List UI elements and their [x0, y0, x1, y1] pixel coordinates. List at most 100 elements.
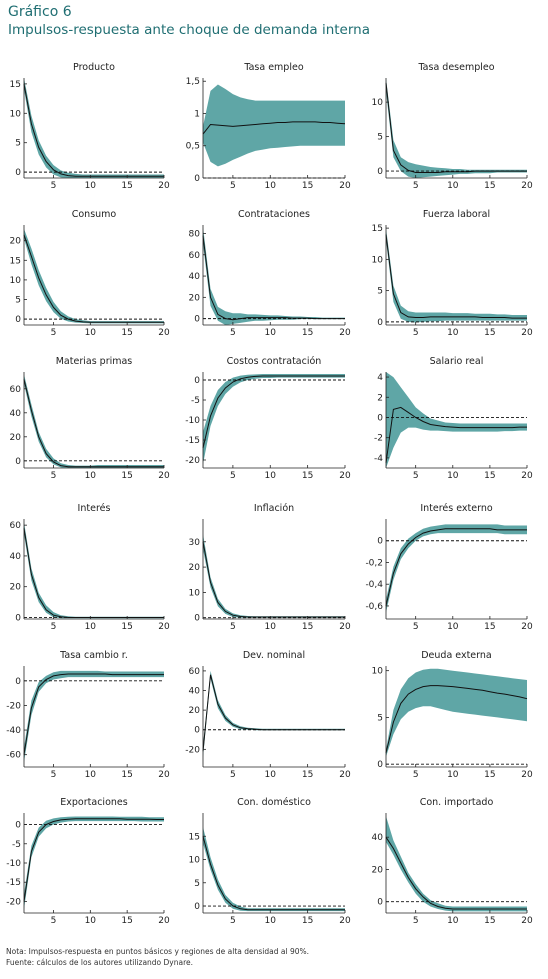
- x-tick-label: 5: [413, 471, 419, 481]
- y-tick-label: 5: [15, 139, 21, 149]
- panel-title: Dev. nominal: [243, 650, 305, 661]
- panel-title: Fuerza laboral: [423, 209, 490, 220]
- x-tick-label: 5: [230, 328, 236, 338]
- x-tick-label: 10: [265, 770, 277, 780]
- density-band: [386, 668, 527, 757]
- y-tick-label: 5: [194, 879, 200, 889]
- response-line: [202, 235, 345, 321]
- x-tick-label: 5: [230, 622, 236, 632]
- x-tick-label: 20: [339, 181, 351, 191]
- response-line: [202, 375, 345, 449]
- panel-11: Inflación 5 10 15 20 0 10 20 30: [189, 503, 351, 632]
- density-band: [24, 670, 164, 763]
- y-tick-label: 0: [194, 614, 200, 624]
- x-tick-label: 5: [413, 916, 419, 926]
- y-tick-label: 10: [372, 667, 384, 677]
- x-tick-label: 15: [121, 328, 132, 338]
- response-line: [23, 83, 164, 177]
- x-tick-label: 10: [85, 622, 97, 632]
- y-tick-label: 10: [189, 588, 201, 598]
- panel-title: Contrataciones: [238, 209, 310, 220]
- panel-title: Producto: [73, 62, 115, 73]
- x-tick-label: 20: [158, 916, 170, 926]
- x-tick-label: 20: [158, 328, 170, 338]
- y-tick-label: 15: [10, 80, 21, 90]
- x-tick-label: 5: [413, 770, 419, 780]
- y-tick-label: 0: [15, 168, 21, 178]
- response-line: [385, 685, 528, 754]
- y-tick-label: 0: [377, 167, 383, 177]
- response-line: [23, 528, 164, 618]
- y-tick-label: 40: [10, 552, 22, 562]
- x-tick-label: 10: [85, 328, 97, 338]
- x-tick-label: 15: [484, 181, 495, 191]
- footnote: Nota: Impulsos-respuesta en puntos básic…: [6, 947, 310, 956]
- panel-title: Tasa desempleo: [417, 62, 494, 73]
- panel-4: Consumo 5 10 15 20 0 5 10 15 20: [10, 209, 170, 338]
- panel-6: Fuerza laboral 5 10 15 20 0 5 10 15: [372, 209, 533, 338]
- y-tick-label: -20: [6, 701, 21, 711]
- y-tick-label: 20: [189, 706, 201, 716]
- y-tick-label: 0: [194, 902, 200, 912]
- y-tick-label: 0: [15, 613, 21, 623]
- density-band: [203, 670, 345, 758]
- panel-title: Interés: [78, 503, 111, 514]
- y-tick-label: 20: [10, 583, 22, 593]
- y-tick-label: -15: [185, 436, 200, 446]
- y-tick-label: 0: [194, 726, 200, 736]
- x-tick-label: 10: [447, 622, 459, 632]
- y-tick-label: -0,4: [365, 580, 383, 590]
- response-line: [202, 121, 346, 135]
- y-tick-label: 0: [15, 315, 21, 325]
- x-tick-label: 20: [521, 471, 533, 481]
- y-tick-label: 0: [377, 898, 383, 908]
- y-tick-label: -0,6: [365, 602, 383, 612]
- y-tick-label: 15: [189, 832, 200, 842]
- density-band: [386, 78, 527, 178]
- y-tick-label: 20: [10, 433, 22, 443]
- density-band: [203, 84, 345, 167]
- density-band: [386, 816, 527, 912]
- panel-title: Interés externo: [420, 503, 493, 514]
- x-tick-label: 20: [339, 622, 351, 632]
- x-tick-label: 15: [484, 916, 495, 926]
- density-band: [203, 534, 345, 618]
- panel-title: Con. importado: [420, 797, 494, 808]
- y-tick-label: 0: [15, 677, 21, 687]
- y-tick-label: 5: [377, 713, 383, 723]
- response-line: [385, 528, 527, 607]
- response-line: [202, 836, 345, 911]
- y-tick-label: -20: [6, 897, 21, 907]
- y-tick-label: -4: [374, 454, 383, 464]
- x-tick-label: 10: [265, 328, 277, 338]
- x-tick-label: 5: [51, 181, 57, 191]
- x-tick-label: 15: [302, 622, 313, 632]
- y-tick-label: 40: [372, 833, 384, 843]
- y-tick-label: -60: [6, 751, 21, 761]
- panel-16: Exportaciones 5 10 15 20 0 -5 -10 -15 -20: [6, 797, 170, 926]
- panel-18: Con. importado 5 10 15 20 0 20 40: [372, 797, 533, 926]
- y-tick-label: 40: [10, 409, 22, 419]
- y-tick-label: 2: [377, 393, 383, 403]
- x-tick-label: 5: [51, 916, 57, 926]
- y-tick-label: 10: [10, 276, 22, 286]
- panel-title: Consumo: [72, 209, 117, 220]
- y-tick-label: 0: [194, 315, 200, 325]
- x-tick-label: 10: [265, 622, 277, 632]
- y-tick-label: 15: [10, 256, 21, 266]
- x-tick-label: 5: [51, 770, 57, 780]
- y-tick-label: 60: [10, 385, 22, 395]
- x-tick-label: 20: [158, 770, 170, 780]
- x-tick-label: 20: [158, 622, 170, 632]
- x-tick-label: 10: [447, 471, 459, 481]
- x-tick-label: 5: [51, 328, 57, 338]
- x-tick-label: 15: [302, 916, 313, 926]
- y-tick-label: -10: [185, 416, 200, 426]
- x-tick-label: 20: [521, 916, 533, 926]
- panel-title: Tasa cambio r.: [59, 650, 128, 661]
- x-tick-label: 20: [521, 181, 533, 191]
- x-tick-label: 15: [121, 770, 132, 780]
- response-line: [23, 818, 164, 902]
- density-band: [24, 78, 164, 178]
- density-band: [203, 374, 345, 464]
